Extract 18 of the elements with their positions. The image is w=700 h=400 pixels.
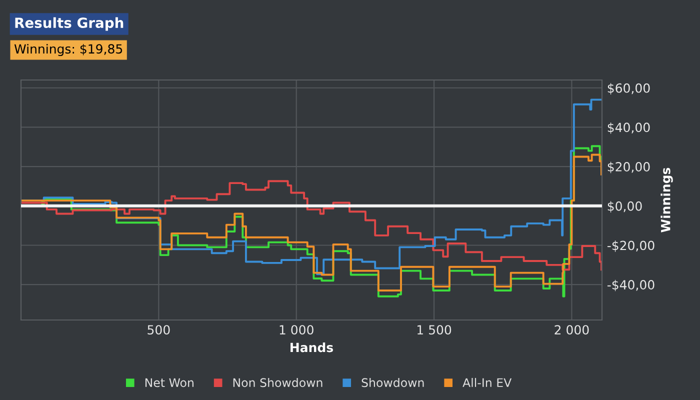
x-axis-title: Hands <box>290 342 333 352</box>
chart-title: Results Graph <box>15 17 124 31</box>
y-tick-label: $0,00 <box>608 201 642 212</box>
x-tick-label: 500 <box>148 325 170 335</box>
x-tick-label: 1 000 <box>280 325 314 335</box>
legend-label: Net Won <box>145 378 194 388</box>
y-tick-label: -$40,00 <box>607 280 654 292</box>
chart-subtitle: Winnings: $19,85 <box>14 44 122 56</box>
legend-label: Non Showdown <box>233 378 322 388</box>
legend-label: All-In EV <box>462 378 512 387</box>
y-axis-title: Winnings <box>660 168 673 232</box>
x-tick-label: 1 500 <box>418 325 452 335</box>
legend-label: Showdown <box>362 378 424 388</box>
y-tick-label: $40,00 <box>608 122 650 134</box>
x-tick-label: 2 000 <box>554 325 589 335</box>
y-tick-label: -$20,00 <box>607 240 654 252</box>
y-tick-label: $60,00 <box>608 83 650 94</box>
y-tick-label: $20,00 <box>608 162 650 174</box>
